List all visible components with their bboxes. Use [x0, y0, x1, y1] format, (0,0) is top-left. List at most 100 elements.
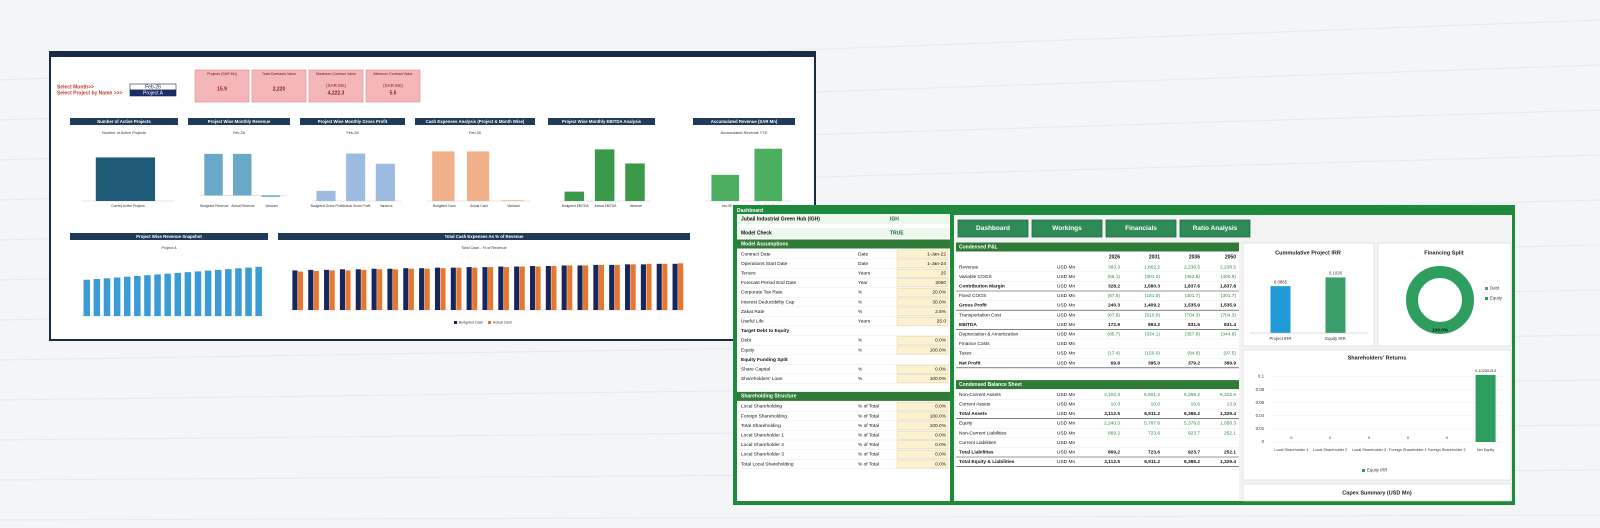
- kpi-box: [251, 69, 307, 103]
- bar: [339, 269, 345, 310]
- cell-value: 1,837.8: [1220, 283, 1236, 289]
- sidebar-unit: % of Total: [858, 442, 879, 448]
- input-cell: [896, 440, 949, 449]
- sidebar-label: Operations Start Date: [741, 261, 788, 267]
- section-title: Model Assumptions: [741, 241, 789, 247]
- legend-label: Equity: [1490, 296, 1503, 301]
- bar: [164, 273, 171, 316]
- selector-value: Feb-26: [145, 84, 161, 90]
- sidebar-unit: Years: [858, 270, 871, 276]
- chart-title: Capex Summary (USD Mn): [1342, 490, 1412, 496]
- bar: [488, 267, 494, 310]
- cell-value: 869.2: [1108, 449, 1120, 455]
- chart-panel: [1242, 483, 1512, 502]
- chart-title-bar: [693, 118, 795, 125]
- input-cell: [896, 288, 949, 297]
- bar: [754, 148, 783, 201]
- section-bar: [737, 391, 950, 401]
- bar: [292, 270, 298, 310]
- legend-swatch: [1485, 287, 1488, 290]
- bar: [403, 268, 409, 310]
- sidebar-unit: %: [858, 347, 863, 353]
- chart-title-bar: [70, 118, 178, 125]
- sidebar-label: Local Shareholding: [741, 404, 782, 410]
- tab-label[interactable]: Financials: [1125, 225, 1157, 232]
- cell-value: 13.9: [1227, 401, 1237, 407]
- sidebar-value: 1-Jan-22: [927, 251, 946, 257]
- sidebar-label: Useful Life: [741, 318, 764, 324]
- sidebar-label: Foreign Shareholding: [741, 413, 787, 419]
- cell-value: 252.1: [1224, 430, 1236, 436]
- cell-value: 6,511.2: [1144, 459, 1160, 465]
- tab-label[interactable]: Workings: [1052, 225, 1082, 232]
- cell-value: (400.9): [1221, 274, 1237, 280]
- sidebar-unit: %: [858, 376, 863, 382]
- input-cell: [896, 365, 949, 374]
- sidebar-label: Debt: [741, 338, 752, 344]
- x-tick-label: Variance: [265, 204, 278, 208]
- cell-value: 6,501.2: [1144, 392, 1160, 398]
- data-label: 100.0%: [1432, 327, 1449, 333]
- kpi-value: 5.5: [390, 90, 397, 96]
- sidebar-unit: %: [858, 366, 863, 372]
- bar: [432, 151, 455, 201]
- row-unit: USD Mn: [1057, 421, 1075, 427]
- bar: [408, 268, 414, 310]
- input-cell: [896, 345, 949, 355]
- bar: [609, 264, 615, 310]
- section-bar: [737, 239, 950, 249]
- cell-value: 379.2: [1188, 360, 1200, 366]
- cell-value: 1,580.3: [1144, 283, 1160, 289]
- table-title: Condensed P&L: [959, 244, 998, 250]
- row-unit: USD Mn: [1057, 303, 1075, 309]
- sidebar-label: Zakat Rate: [741, 309, 765, 315]
- kpi-value: 15.9: [217, 86, 227, 92]
- table-title-bar: [956, 242, 1239, 252]
- chart-title: Total Cash Expenses As % of Revenue: [445, 234, 524, 239]
- bar: [561, 265, 567, 310]
- bar: [225, 269, 232, 316]
- cell-value: (334.1): [1145, 331, 1161, 337]
- sidebar-value: 0.0%: [935, 461, 947, 467]
- row-unit: USD Mn: [1057, 264, 1075, 270]
- sidebar-label: Contract Date: [741, 251, 771, 257]
- row-unit: USD Mn: [1057, 351, 1075, 357]
- input-cell: [896, 317, 949, 326]
- legend-swatch: [1362, 469, 1365, 472]
- data-label: 0: [1290, 435, 1293, 440]
- tab-label[interactable]: Ratio Analysis: [1193, 225, 1238, 232]
- bar: [346, 153, 366, 201]
- sidebar-row-bg: [737, 214, 950, 224]
- tab-label[interactable]: Dashboard: [976, 225, 1010, 232]
- chart-title-bar: [300, 118, 405, 125]
- y-tick-label: 0.02: [1256, 426, 1265, 431]
- cell-value: 723.6: [1148, 449, 1160, 455]
- sidebar-value: 0.0%: [935, 338, 947, 344]
- bar: [466, 267, 472, 310]
- x-tick-label: Equity IRR: [1325, 336, 1346, 341]
- tab-button: [1179, 219, 1251, 238]
- bar: [482, 267, 488, 310]
- input-cell: [896, 402, 949, 411]
- row-label: Current Liabilities: [959, 440, 997, 446]
- sidebar-label: Local Shareholder 1: [741, 432, 784, 438]
- sidebar-value: 100.0%: [930, 376, 947, 382]
- cell-value: 1,535.9: [1184, 303, 1200, 309]
- row-unit: USD Mn: [1057, 331, 1075, 337]
- bar: [583, 265, 589, 310]
- row-unit: USD Mn: [1057, 322, 1075, 328]
- chart-title: Project Wise Revenue Snapshot: [136, 234, 202, 239]
- cell-value: 2,240.3: [1104, 421, 1120, 427]
- bar: [1475, 374, 1496, 442]
- chart-title-bar: [188, 118, 290, 125]
- kpi-value: 2,220: [273, 86, 286, 92]
- cell-value: 1,535.9: [1220, 303, 1236, 309]
- x-tick-label: Project IRR: [1270, 336, 1292, 341]
- row-unit: USD Mn: [1057, 459, 1075, 465]
- row-label: Variable COGS: [959, 274, 992, 280]
- cell-value: 923.7: [1188, 430, 1200, 436]
- y-tick-label: 0.06: [1256, 400, 1265, 405]
- sidebar-value: 2050: [935, 280, 946, 286]
- cell-value: (85.7): [1107, 331, 1120, 337]
